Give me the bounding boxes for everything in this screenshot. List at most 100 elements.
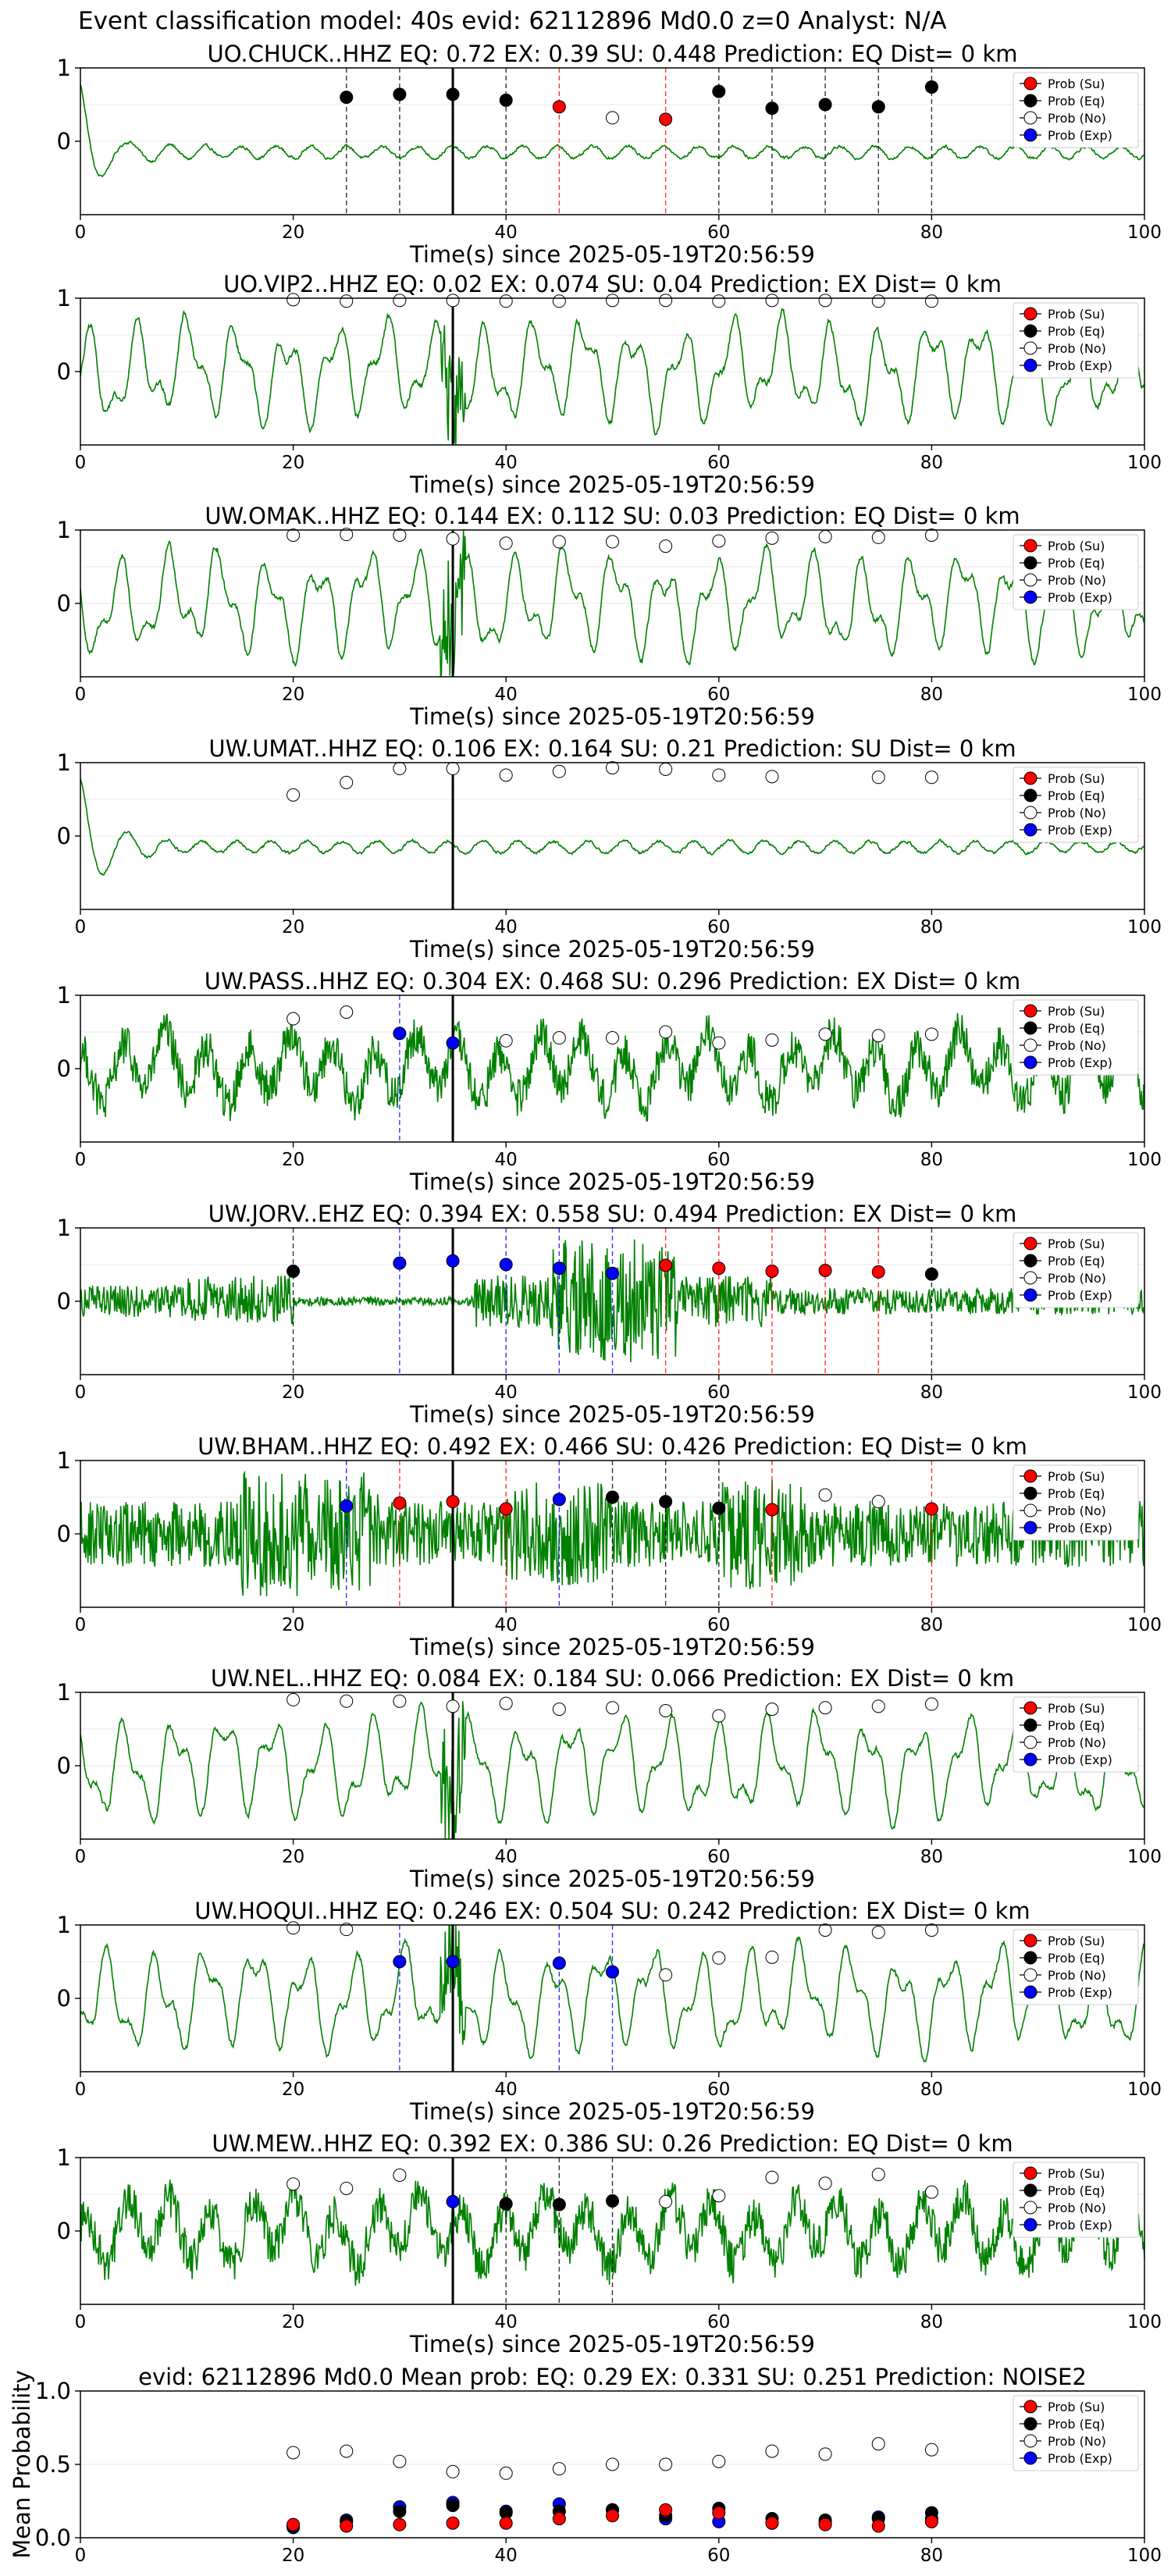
prob-point-no	[924, 2185, 938, 2199]
prob-point-eq	[340, 91, 354, 105]
legend-label-su: Prob (Su)	[1048, 2400, 1105, 2414]
x-tick-label: 40	[495, 2312, 518, 2332]
legend: Prob (Su) Prob (Eq) Prob (No) Prob (Exp)	[1013, 72, 1139, 148]
x-tick-label: 60	[707, 1150, 730, 1170]
figure-suptitle: Event classification model: 40s evid: 62…	[78, 7, 947, 35]
prob-point-no	[287, 788, 301, 802]
legend-marker-exp	[1023, 1985, 1038, 1999]
legend-label-exp: Prob (Exp)	[1048, 2451, 1112, 2466]
prob-point-no	[712, 2189, 726, 2203]
panel-6: UW.JORV..EHZ EQ: 0.394 EX: 0.558 SU: 0.4…	[57, 1201, 1162, 1428]
legend-frame	[1013, 1696, 1139, 1773]
legend-marker-exp	[1023, 358, 1038, 372]
legend-label-eq: Prob (Eq)	[1048, 1486, 1105, 1501]
legend-label-exp: Prob (Exp)	[1048, 823, 1112, 838]
prob-point-no	[871, 530, 885, 544]
x-tick-label: 20	[282, 917, 304, 938]
prob-point-no	[287, 1692, 301, 1706]
legend-marker-su	[1023, 1934, 1038, 1948]
mean-point-no	[818, 2447, 832, 2461]
y-tick-label: 0	[57, 1288, 71, 1315]
legend-label-no: Prob (No)	[1048, 1038, 1106, 1053]
panel-title: UW.BHAM..HHZ EQ: 0.492 EX: 0.466 SU: 0.4…	[198, 1433, 1027, 1460]
legend-frame	[1013, 302, 1139, 379]
legend-marker-no	[1023, 1503, 1038, 1517]
x-tick-label: 80	[920, 2312, 943, 2332]
prob-point-no	[340, 294, 354, 308]
x-axis-label: Time(s) since 2025-05-19T20:56:59	[409, 471, 815, 498]
prob-point-exp	[552, 1261, 566, 1276]
x-tick-label: 20	[282, 2080, 304, 2100]
legend-marker-exp	[1023, 2451, 1038, 2465]
legend-label-exp: Prob (Exp)	[1048, 1985, 1112, 2000]
x-tick-label: 40	[495, 1382, 518, 1403]
mean-point-su	[924, 2514, 938, 2528]
prob-point-exp	[606, 1965, 619, 1979]
x-tick-label: 20	[282, 453, 304, 473]
x-axis-label: Time(s) since 2025-05-19T20:56:59	[409, 2098, 815, 2125]
y-tick-label: 0	[57, 128, 71, 155]
x-tick-label: 80	[920, 1382, 943, 1403]
legend-marker-su	[1023, 2166, 1038, 2180]
panel-7: UW.BHAM..HHZ EQ: 0.492 EX: 0.466 SU: 0.4…	[57, 1433, 1162, 1660]
mean-point-su	[659, 2503, 673, 2517]
x-tick-label: 60	[707, 2546, 730, 2566]
x-axis-label: Time(s) since 2025-05-19T20:56:59	[409, 1169, 815, 1195]
legend-label-no: Prob (No)	[1048, 2434, 1106, 2449]
legend: Prob (Su) Prob (Eq) Prob (No) Prob (Exp)	[1013, 1696, 1139, 1773]
x-tick-label: 100	[1127, 2546, 1162, 2566]
prob-point-no	[552, 294, 566, 308]
legend-marker-su	[1023, 771, 1038, 785]
legend-marker-no	[1023, 1968, 1038, 1982]
legend-marker-eq	[1023, 1718, 1038, 1732]
legend-marker-no	[1023, 2201, 1038, 2215]
legend-marker-exp	[1023, 1521, 1038, 1535]
panel-title: UW.NEL..HHZ EQ: 0.084 EX: 0.184 SU: 0.06…	[211, 1665, 1014, 1692]
prob-point-exp	[446, 1955, 460, 1969]
prob-point-no	[871, 1699, 885, 1713]
x-tick-label: 0	[75, 1847, 87, 1867]
legend-label-no: Prob (No)	[1048, 111, 1106, 126]
prob-point-exp	[393, 1026, 407, 1041]
prob-point-no	[871, 1029, 885, 1043]
panel-4: UW.UMAT..HHZ EQ: 0.106 EX: 0.164 SU: 0.2…	[57, 735, 1162, 962]
prob-point-no	[818, 529, 832, 543]
x-tick-label: 80	[920, 1847, 943, 1867]
legend-label-exp: Prob (Exp)	[1048, 1752, 1112, 1767]
panel-title: UW.UMAT..HHZ EQ: 0.106 EX: 0.164 SU: 0.2…	[208, 735, 1016, 762]
prob-point-eq	[499, 2197, 513, 2211]
prob-point-no	[340, 1923, 354, 1937]
prob-point-su	[393, 1496, 407, 1510]
legend-marker-exp	[1023, 1752, 1038, 1767]
mean-point-su	[765, 2516, 779, 2530]
legend-marker-no	[1023, 341, 1038, 355]
prob-point-eq	[712, 84, 726, 98]
legend-label-no: Prob (No)	[1048, 1503, 1106, 1518]
prob-point-exp	[446, 1036, 460, 1050]
x-tick-label: 0	[75, 222, 87, 243]
x-tick-label: 20	[282, 2312, 304, 2332]
prob-point-no	[765, 294, 779, 308]
legend: Prob (Su) Prob (Eq) Prob (No) Prob (Exp)	[1013, 534, 1139, 610]
legend-marker-eq	[1023, 324, 1038, 338]
legend-marker-su	[1023, 76, 1038, 91]
prob-point-su	[712, 1261, 726, 1276]
prob-point-no	[393, 2169, 407, 2183]
waveform-line	[80, 1925, 1144, 2062]
prob-point-no	[340, 2181, 354, 2195]
prob-point-no	[659, 294, 673, 308]
x-tick-label: 100	[1127, 222, 1162, 243]
prob-point-no	[818, 294, 832, 308]
legend-label-eq: Prob (Eq)	[1048, 1718, 1105, 1733]
x-tick-label: 20	[282, 2546, 304, 2566]
x-tick-label: 80	[920, 685, 943, 705]
legend-label-eq: Prob (Eq)	[1048, 94, 1105, 109]
x-tick-label: 100	[1127, 453, 1162, 473]
x-tick-label: 60	[707, 1382, 730, 1403]
legend-label-no: Prob (No)	[1048, 1735, 1106, 1750]
panel-title: UO.VIP2..HHZ EQ: 0.02 EX: 0.074 SU: 0.04…	[223, 271, 1002, 297]
prob-point-no	[659, 1025, 673, 1039]
legend-marker-su	[1023, 1469, 1038, 1483]
prob-point-exp	[606, 1266, 619, 1280]
x-tick-label: 20	[282, 1615, 304, 1635]
